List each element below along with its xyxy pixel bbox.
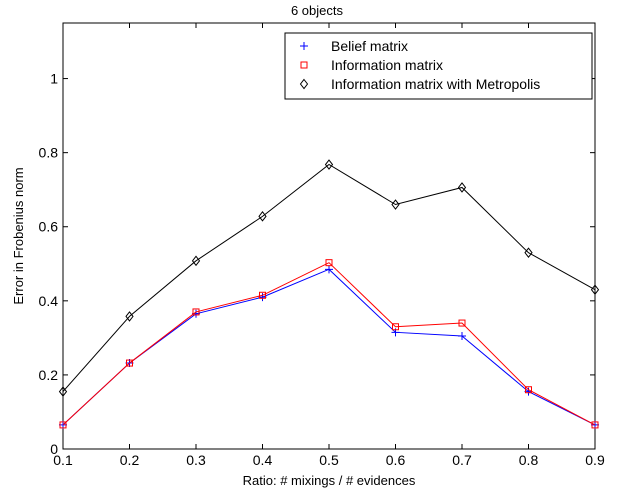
data-point-square xyxy=(300,61,308,69)
data-point-diamond xyxy=(191,255,201,267)
data-point-diamond xyxy=(524,247,533,258)
chart-title: 6 objects xyxy=(291,3,344,18)
data-point-square xyxy=(591,421,599,429)
x-axis: 0.1 0.2 0.3 0.4 0.5 0.6 0.7 0.8 0.9 xyxy=(53,23,605,468)
data-point-diamond xyxy=(125,311,134,322)
x-tick-label: 0.9 xyxy=(585,452,605,468)
x-tick-label: 0.3 xyxy=(186,452,206,468)
data-point-plus xyxy=(325,265,333,274)
y-tick-label: 0.4 xyxy=(39,293,59,309)
legend-label: Belief matrix xyxy=(331,38,408,54)
y-tick-label: 0 xyxy=(50,441,58,457)
series-diamond xyxy=(58,159,600,397)
legend-box xyxy=(284,32,593,100)
data-point-diamond xyxy=(391,199,400,210)
series-layer xyxy=(58,159,600,429)
legend-label: Information matrix xyxy=(331,57,443,73)
x-tick-label: 0.6 xyxy=(386,452,406,468)
data-point-square xyxy=(59,421,67,429)
data-point-square xyxy=(192,308,200,316)
data-point-square xyxy=(259,291,266,299)
legend-label: Information matrix with Metropolis xyxy=(331,76,540,92)
data-point-square xyxy=(392,323,399,331)
x-tick-label: 0.5 xyxy=(319,452,339,468)
data-point-diamond xyxy=(457,182,467,193)
data-point-diamond xyxy=(590,284,600,296)
data-point-plus xyxy=(300,42,308,50)
series-line xyxy=(62,262,596,426)
x-axis-label: Ratio: # mixings / # evidences xyxy=(243,473,416,488)
series-square xyxy=(59,259,599,429)
x-tick-label: 0.8 xyxy=(519,452,539,468)
data-point-square xyxy=(458,319,466,327)
data-point-diamond xyxy=(299,78,309,90)
data-point-plus xyxy=(458,332,466,341)
data-point-square xyxy=(325,259,333,267)
series-line xyxy=(62,163,596,392)
x-tick-label: 0.4 xyxy=(253,452,273,468)
data-point-square xyxy=(525,386,532,394)
legend: Belief matrix Information matrix Informati… xyxy=(284,32,593,100)
data-point-diamond xyxy=(324,159,334,170)
data-point-diamond xyxy=(58,386,68,397)
x-tick-label: 0.1 xyxy=(53,452,73,468)
data-point-square xyxy=(126,359,133,367)
y-tick-label: 0.8 xyxy=(39,145,59,161)
y-tick-label: 1 xyxy=(50,71,58,87)
x-tick-label: 0.2 xyxy=(120,452,140,468)
x-tick-label: 0.7 xyxy=(452,452,472,468)
y-axis-label: Error in Frobenius norm xyxy=(11,167,26,304)
y-tick-label: 0.6 xyxy=(39,219,59,235)
data-point-diamond xyxy=(258,211,267,222)
y-tick-label: 0.2 xyxy=(39,367,59,383)
